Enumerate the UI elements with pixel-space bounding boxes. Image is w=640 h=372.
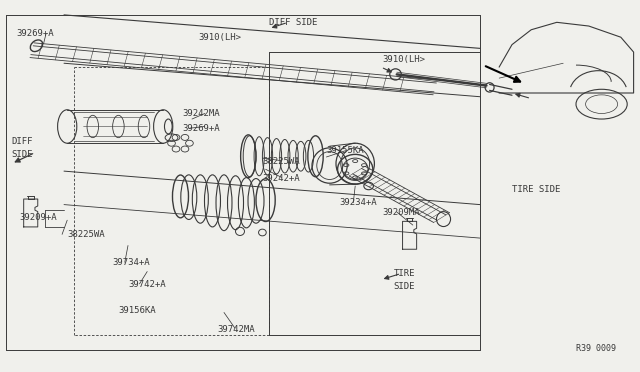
Text: 39209MA: 39209MA [383,208,420,217]
Text: SIDE: SIDE [12,150,33,159]
Text: R39 0009: R39 0009 [576,344,616,353]
Text: 3910(LH>: 3910(LH> [383,55,426,64]
Text: 39209+A: 39209+A [19,213,57,222]
Text: 39242MA: 39242MA [182,109,220,118]
Text: 39742+A: 39742+A [128,280,166,289]
Text: 39242+A: 39242+A [262,174,300,183]
Text: TIRE: TIRE [394,269,415,278]
Text: 39155KA: 39155KA [326,146,364,155]
Text: 39742MA: 39742MA [218,325,255,334]
Text: 39734+A: 39734+A [112,258,150,267]
Text: 39269+A: 39269+A [182,124,220,133]
Text: TIRE SIDE: TIRE SIDE [512,185,561,194]
Text: 39234+A: 39234+A [339,198,377,207]
Text: SIDE: SIDE [394,282,415,291]
Text: 39269+A: 39269+A [16,29,54,38]
Text: 39156KA: 39156KA [118,306,156,315]
Text: DIFF: DIFF [12,137,33,146]
Text: 38225WA: 38225WA [262,157,300,166]
Text: DIFF SIDE: DIFF SIDE [269,18,317,27]
Text: 3910(LH>: 3910(LH> [198,33,241,42]
Text: 38225WA: 38225WA [67,230,105,239]
